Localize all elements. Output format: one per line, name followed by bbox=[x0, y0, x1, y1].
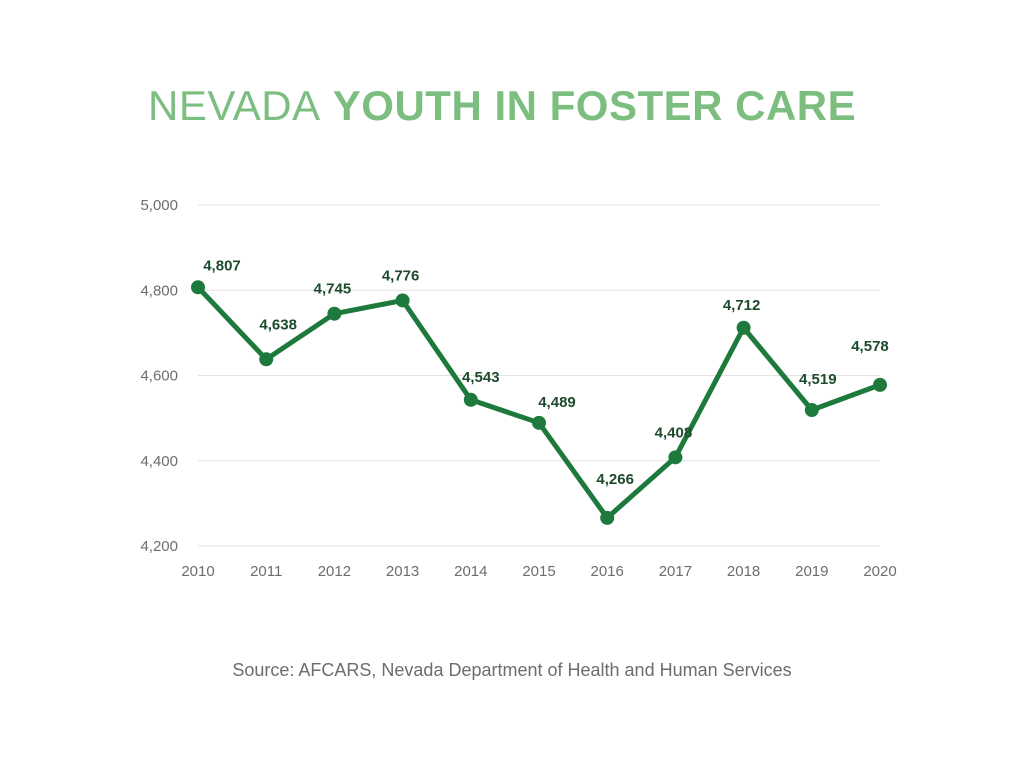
data-point bbox=[532, 415, 546, 430]
x-tick-label: 2018 bbox=[727, 563, 760, 580]
x-tick-label: 2010 bbox=[181, 563, 214, 580]
data-label: 4,776 bbox=[382, 267, 420, 284]
x-tick-label: 2019 bbox=[795, 563, 828, 580]
data-point bbox=[600, 510, 615, 525]
x-tick-label: 2017 bbox=[659, 563, 692, 580]
data-label: 4,519 bbox=[799, 371, 837, 388]
data-label: 4,807 bbox=[203, 257, 241, 274]
y-tick-label: 4,200 bbox=[140, 538, 178, 555]
chart-title: NEVADA YOUTH IN FOSTER CARE bbox=[148, 80, 856, 132]
data-point bbox=[191, 280, 205, 295]
data-label: 4,712 bbox=[723, 297, 761, 314]
chart-title-part2: YOUTH IN FOSTER CARE bbox=[332, 82, 857, 129]
data-label: 4,266 bbox=[596, 471, 634, 488]
data-point bbox=[668, 450, 683, 465]
data-label: 4,408 bbox=[655, 424, 693, 441]
data-point bbox=[259, 352, 274, 367]
data-point bbox=[463, 392, 478, 407]
y-tick-label: 5,000 bbox=[140, 197, 178, 214]
data-point bbox=[395, 293, 410, 308]
x-tick-label: 2020 bbox=[863, 563, 896, 580]
data-label: 4,638 bbox=[259, 316, 297, 333]
data-point bbox=[736, 320, 751, 335]
x-tick-label: 2011 bbox=[250, 563, 282, 580]
x-tick-label: 2014 bbox=[454, 563, 487, 580]
data-label: 4,489 bbox=[538, 394, 576, 411]
x-tick-label: 2013 bbox=[386, 563, 419, 580]
y-tick-label: 4,800 bbox=[140, 282, 178, 299]
source-note: Source: AFCARS, Nevada Department of Hea… bbox=[232, 660, 792, 680]
data-label: 4,578 bbox=[851, 338, 889, 355]
data-point bbox=[327, 306, 342, 321]
chart-title-part1: NEVADA bbox=[148, 82, 321, 129]
data-label: 4,543 bbox=[462, 369, 500, 386]
data-point bbox=[804, 403, 819, 418]
y-tick-label: 4,600 bbox=[140, 368, 178, 385]
data-point bbox=[873, 377, 887, 392]
y-tick-label: 4,400 bbox=[140, 453, 178, 470]
x-tick-label: 2016 bbox=[591, 563, 624, 580]
x-tick-label: 2015 bbox=[522, 563, 555, 580]
data-label: 4,745 bbox=[314, 281, 352, 298]
x-tick-label: 2012 bbox=[318, 563, 351, 580]
